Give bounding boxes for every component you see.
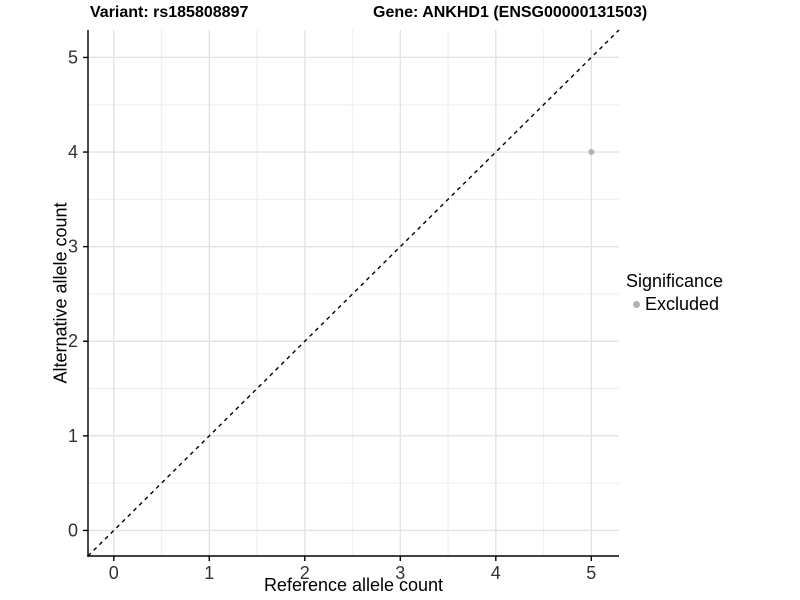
legend-title: Significance xyxy=(626,271,724,291)
x-tick-label: 5 xyxy=(586,563,596,583)
y-tick-label: 4 xyxy=(68,142,78,162)
data-point-excluded xyxy=(588,149,595,156)
legend: Significance Excluded xyxy=(626,270,723,315)
identity-reference-line xyxy=(87,29,620,557)
y-axis-title: Alternative allele count xyxy=(50,202,71,384)
plot-title-variant: Variant: rs185808897 xyxy=(90,4,249,21)
x-tick-label: 1 xyxy=(204,563,214,583)
x-tick-label: 2 xyxy=(300,563,310,583)
y-tick-label: 5 xyxy=(68,47,78,67)
y-tick-label: 0 xyxy=(68,520,78,540)
legend-item-label: Excluded xyxy=(645,294,720,314)
x-axis-title: Reference allele count xyxy=(263,575,444,595)
x-tick-label: 0 xyxy=(109,563,119,583)
x-tick-label: 4 xyxy=(491,563,501,583)
plot-title-gene: Gene: ANKHD1 (ENSG00000131503) xyxy=(373,4,648,21)
excluded-point-swatch xyxy=(633,300,640,308)
y-tick-label: 1 xyxy=(68,426,78,446)
y-tick-label: 3 xyxy=(68,237,78,257)
x-tick-label: 3 xyxy=(395,563,405,583)
legend-item-excluded: Excluded xyxy=(626,293,723,315)
y-tick-label: 2 xyxy=(68,331,78,351)
